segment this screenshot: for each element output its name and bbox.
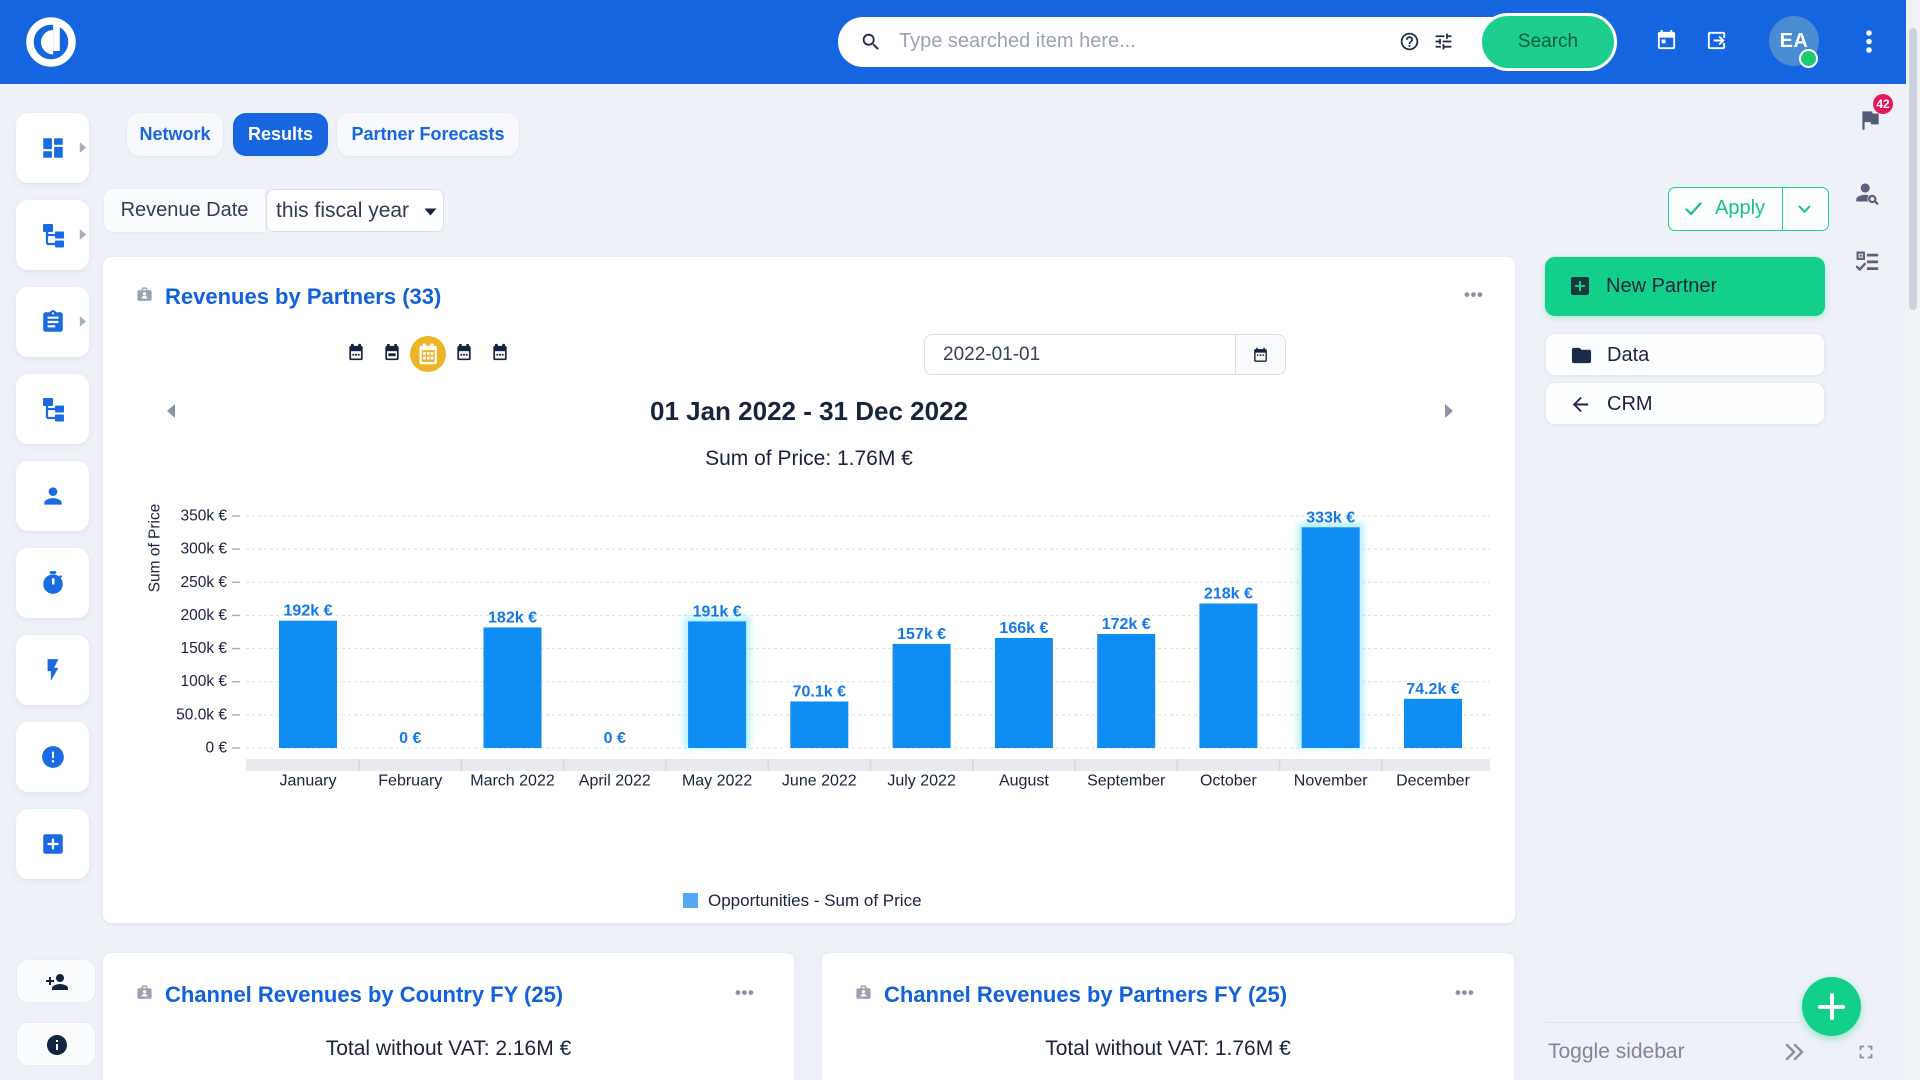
svg-text:333k €: 333k € — [1306, 509, 1355, 526]
svg-text:November: November — [1294, 773, 1368, 790]
svg-text:May 2022: May 2022 — [682, 773, 752, 790]
svg-text:350k €: 350k € — [180, 508, 227, 525]
svg-text:182k €: 182k € — [488, 609, 537, 626]
svg-text:191k €: 191k € — [693, 603, 742, 620]
svg-text:150k €: 150k € — [180, 640, 227, 657]
svg-text:January: January — [280, 773, 337, 790]
svg-text:0 €: 0 € — [205, 740, 227, 757]
svg-text:Sum of Price: Sum of Price — [147, 504, 164, 593]
svg-text:March 2022: March 2022 — [470, 773, 555, 790]
svg-text:74.2k €: 74.2k € — [1406, 681, 1459, 698]
svg-text:100k €: 100k € — [180, 673, 227, 690]
svg-text:December: December — [1396, 773, 1470, 790]
svg-text:50.0k €: 50.0k € — [176, 706, 227, 723]
svg-text:300k €: 300k € — [180, 541, 227, 558]
svg-text:June 2022: June 2022 — [782, 773, 857, 790]
svg-text:166k €: 166k € — [999, 620, 1048, 637]
svg-text:0 €: 0 € — [399, 730, 421, 747]
svg-text:October: October — [1200, 773, 1258, 790]
svg-text:192k €: 192k € — [284, 603, 333, 620]
svg-text:August: August — [999, 773, 1049, 790]
svg-text:July 2022: July 2022 — [887, 773, 956, 790]
svg-text:157k €: 157k € — [897, 626, 946, 643]
svg-text:0 €: 0 € — [604, 730, 626, 747]
svg-text:April 2022: April 2022 — [579, 773, 651, 790]
svg-text:February: February — [378, 773, 442, 790]
svg-text:September: September — [1087, 773, 1166, 790]
svg-text:172k €: 172k € — [1102, 616, 1151, 633]
svg-text:200k €: 200k € — [180, 607, 227, 624]
svg-text:70.1k €: 70.1k € — [793, 684, 846, 701]
svg-text:250k €: 250k € — [180, 574, 227, 591]
svg-text:218k €: 218k € — [1204, 586, 1253, 603]
